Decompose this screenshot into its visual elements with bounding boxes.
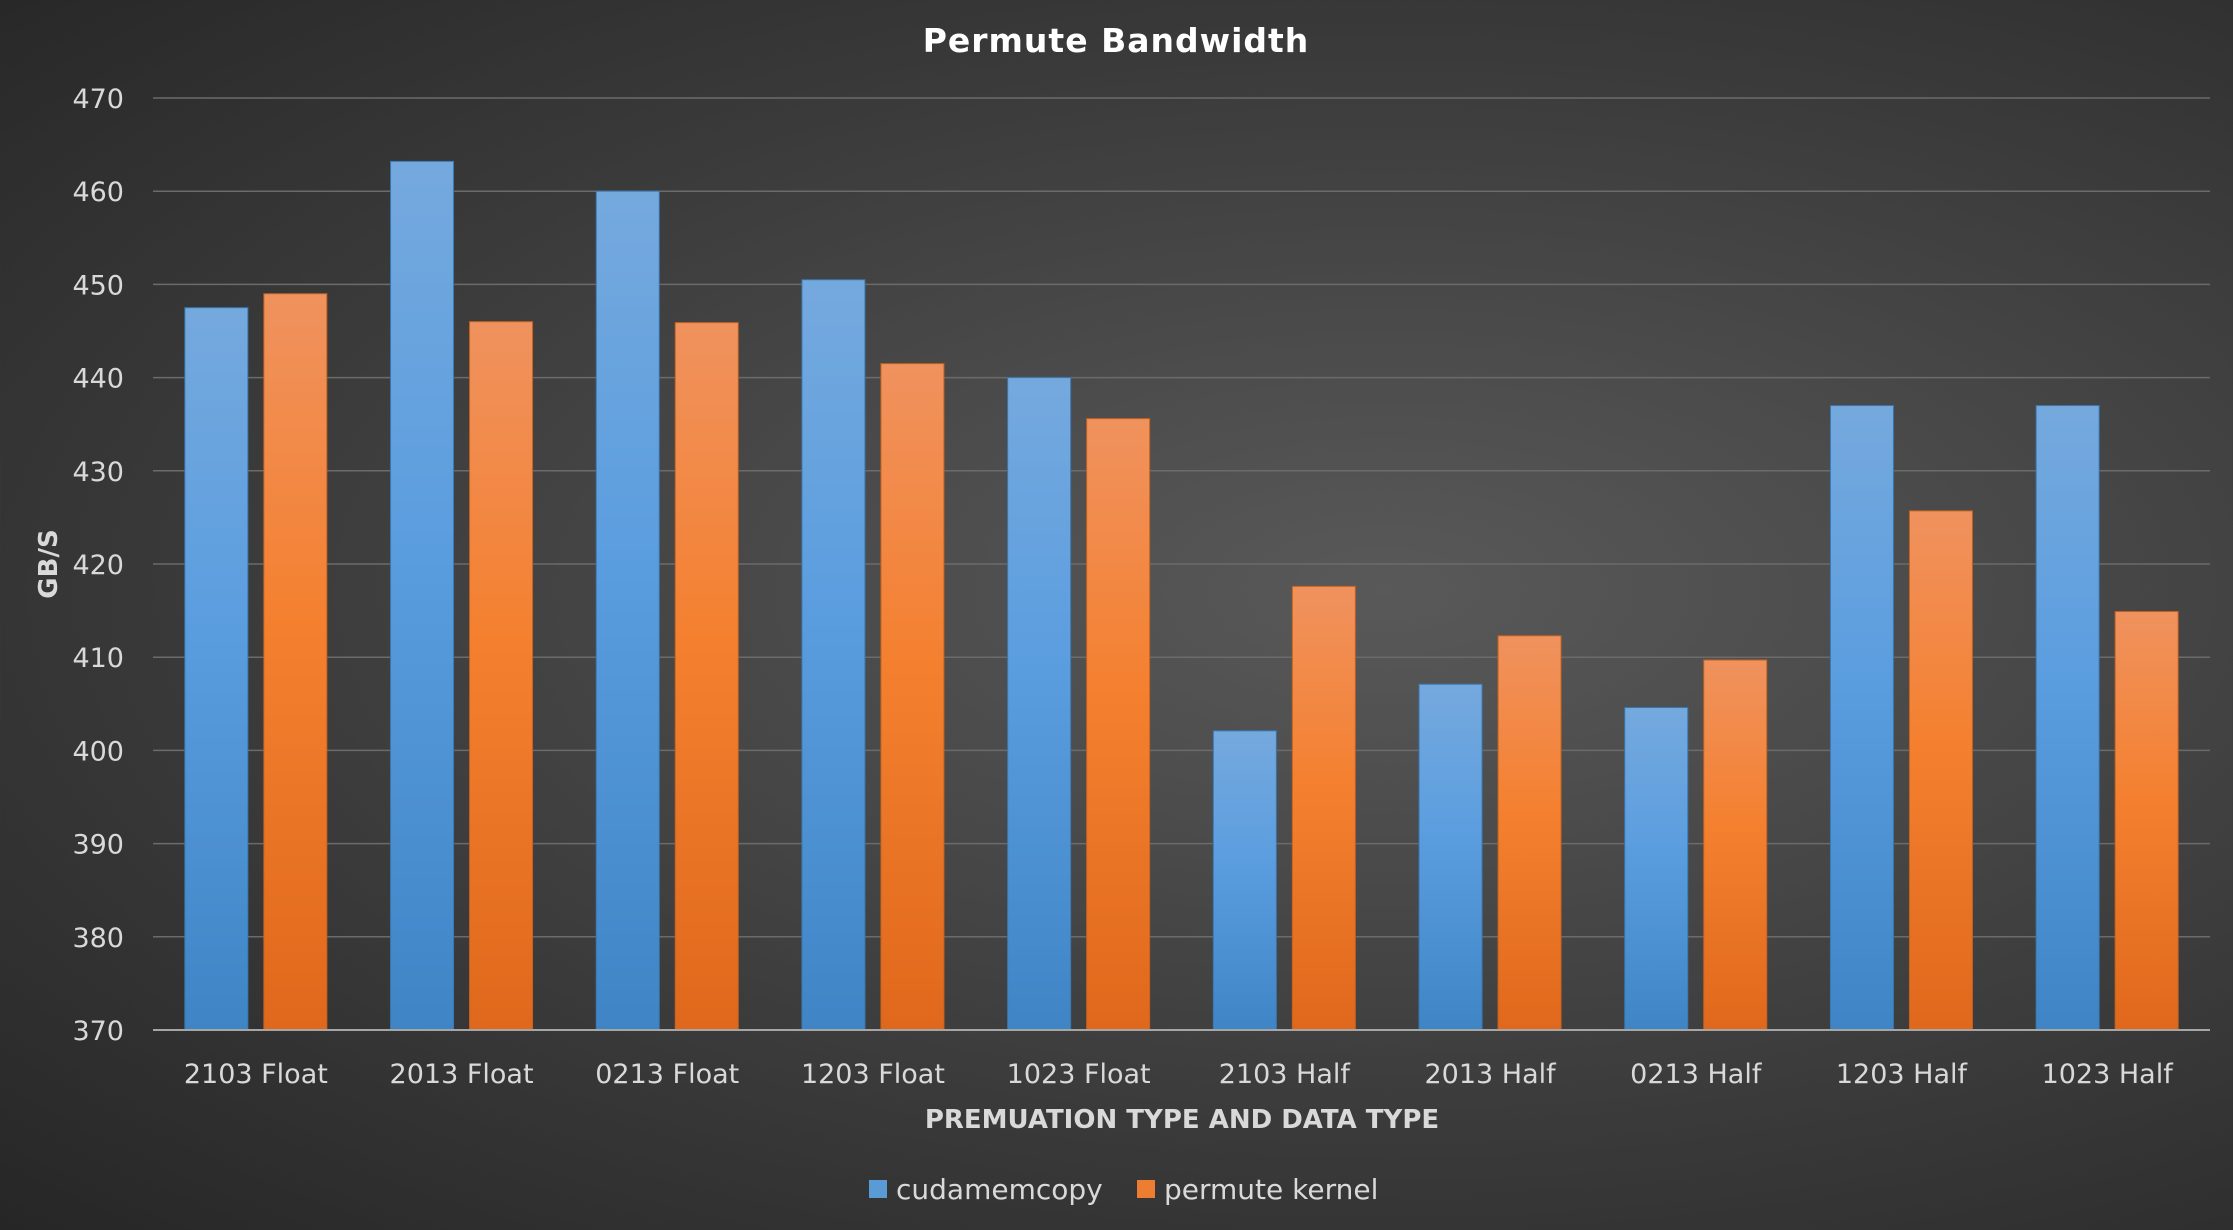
bar-cudamemcopy [1418, 683, 1483, 1031]
x-axis-ticks: 2103 Float 2013 Float 0213 Float 1203 Float… [184, 1059, 2174, 1090]
bar-permute-kernel [1703, 659, 1768, 1031]
x-tick-label: 0213 Float [595, 1059, 739, 1090]
legend-swatch [869, 1180, 887, 1198]
y-tick-label: 460 [72, 177, 124, 208]
x-tick-label: 0213 Half [1630, 1059, 1763, 1090]
y-tick-label: 380 [72, 923, 124, 954]
bar-cudamemcopy [801, 279, 866, 1031]
gridlines [153, 97, 2210, 938]
y-tick-label: 440 [72, 364, 124, 395]
bar-permute-kernel [469, 321, 534, 1031]
y-tick-label: 390 [72, 830, 124, 861]
bar-cudamemcopy [390, 160, 455, 1031]
bar-permute-kernel [1291, 585, 1356, 1031]
bar-permute-kernel [1497, 635, 1562, 1031]
bar-cudamemcopy [1829, 405, 1894, 1031]
legend: cudamemcopy permute kernel [869, 1173, 1378, 1206]
x-tick-label: 2103 Float [184, 1059, 328, 1090]
y-tick-label: 400 [72, 736, 124, 767]
x-tick-label: 2013 Half [1424, 1059, 1557, 1090]
legend-label: permute kernel [1164, 1173, 1378, 1206]
y-axis-ticks: 370 380 390 400 410 420 430 440 450 460 470 [72, 84, 124, 1047]
legend-swatch [1137, 1180, 1155, 1198]
bar-permute-kernel [1908, 510, 1973, 1031]
x-tick-label: 2013 Float [390, 1059, 534, 1090]
y-tick-label: 470 [72, 84, 124, 115]
y-tick-label: 450 [72, 270, 124, 301]
bar-cudamemcopy [1624, 707, 1689, 1031]
y-tick-label: 430 [72, 457, 124, 488]
bar-cudamemcopy [595, 190, 660, 1031]
y-tick-label: 370 [72, 1016, 124, 1047]
legend-label: cudamemcopy [896, 1173, 1103, 1206]
bar-cudamemcopy [2035, 405, 2100, 1031]
x-tick-label: 1023 Float [1007, 1059, 1151, 1090]
x-tick-label: 2103 Half [1219, 1059, 1352, 1090]
y-tick-label: 420 [72, 550, 124, 581]
bar-permute-kernel [880, 363, 945, 1031]
bar-permute-kernel [674, 322, 739, 1031]
bar-permute-kernel [2114, 611, 2179, 1031]
x-tick-label: 1203 Half [1836, 1059, 1969, 1090]
bar-permute-kernel [1086, 418, 1151, 1031]
y-axis-label: GB/S [34, 529, 64, 598]
x-axis-label: PREMUATION TYPE AND DATA TYPE [925, 1105, 1439, 1135]
bar-cudamemcopy [1212, 730, 1277, 1031]
bar-cudamemcopy [1007, 377, 1072, 1031]
y-tick-label: 410 [72, 643, 124, 674]
bar-cudamemcopy [184, 307, 249, 1031]
bars [184, 160, 2179, 1031]
x-tick-label: 1023 Half [2042, 1059, 2175, 1090]
chart-title: Permute Bandwidth [923, 21, 1310, 60]
bar-permute-kernel [263, 293, 328, 1031]
x-tick-label: 1203 Float [801, 1059, 945, 1090]
